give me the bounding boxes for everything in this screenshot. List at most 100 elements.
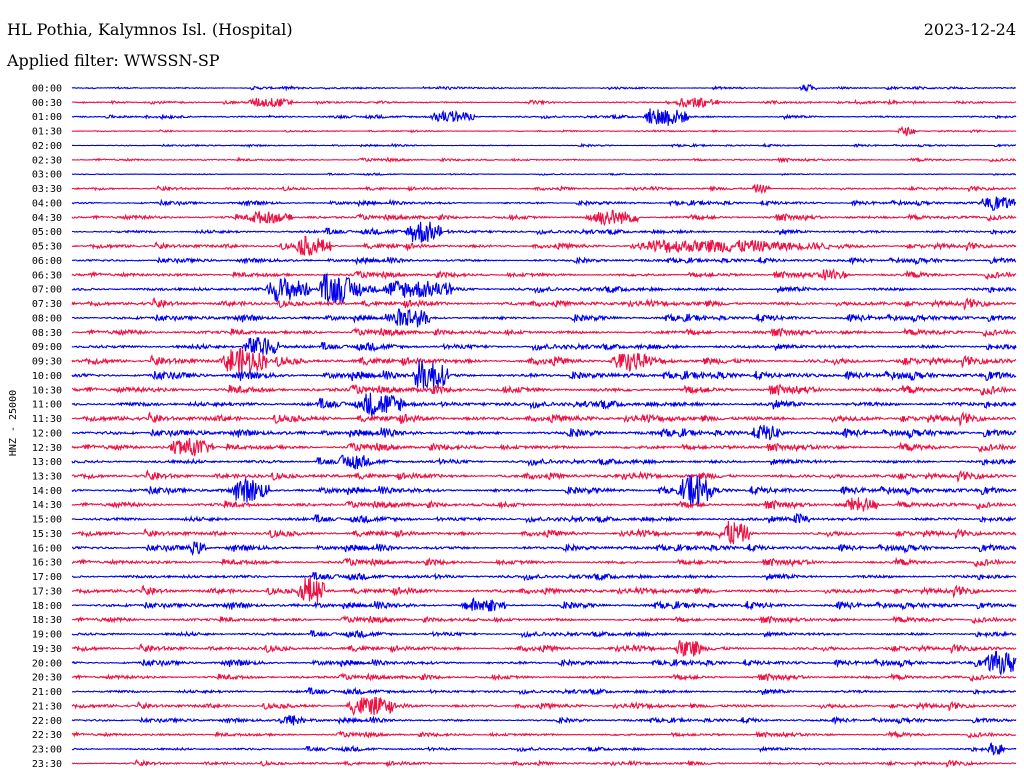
tick-label-0000: 00:00 bbox=[32, 84, 62, 95]
tick-label-0830: 08:30 bbox=[32, 328, 62, 339]
trace-2230 bbox=[71, 730, 1017, 739]
trace-0030 bbox=[71, 97, 1017, 109]
trace-1130 bbox=[71, 411, 1017, 428]
y-axis-label: HNZ - 25000 bbox=[8, 390, 19, 456]
tick-label-1200: 12:00 bbox=[32, 428, 62, 439]
trace-0400 bbox=[71, 196, 1017, 211]
trace-1900 bbox=[71, 630, 1017, 639]
tick-label-0130: 01:30 bbox=[32, 127, 62, 138]
tick-label-0930: 09:30 bbox=[32, 357, 62, 368]
station-title: HL Pothia, Kalymnos Isl. (Hospital) bbox=[7, 20, 293, 39]
tick-label-1730: 17:30 bbox=[32, 586, 62, 597]
tick-label-0300: 03:00 bbox=[32, 170, 62, 181]
trace-1000 bbox=[71, 360, 1017, 390]
trace-1430 bbox=[71, 496, 1017, 512]
trace-2100 bbox=[71, 686, 1017, 696]
tick-label-1330: 13:30 bbox=[32, 471, 62, 482]
trace-1030 bbox=[71, 383, 1017, 397]
trace-0600 bbox=[71, 256, 1017, 266]
tick-label-0530: 05:30 bbox=[32, 242, 62, 253]
trace-1330 bbox=[71, 469, 1017, 483]
tick-label-0100: 01:00 bbox=[32, 112, 62, 123]
trace-2200 bbox=[71, 715, 1017, 726]
trace-1200 bbox=[71, 424, 1017, 441]
trace-0630 bbox=[71, 267, 1017, 281]
trace-1800 bbox=[71, 597, 1017, 612]
tick-label-1830: 18:30 bbox=[32, 615, 62, 626]
trace-1930 bbox=[71, 640, 1017, 657]
tick-label-1600: 16:00 bbox=[32, 543, 62, 554]
tick-label-2100: 21:00 bbox=[32, 687, 62, 698]
tick-label-0430: 04:30 bbox=[32, 213, 62, 224]
tick-label-1130: 11:30 bbox=[32, 414, 62, 425]
tick-label-0800: 08:00 bbox=[32, 313, 62, 324]
trace-0330 bbox=[71, 184, 1017, 195]
trace-0700 bbox=[71, 272, 1017, 304]
tick-label-1300: 13:00 bbox=[32, 457, 62, 468]
trace-1830 bbox=[71, 614, 1017, 625]
tick-label-1800: 18:00 bbox=[32, 601, 62, 612]
trace-0300 bbox=[72, 172, 1017, 177]
tick-label-0730: 07:30 bbox=[32, 299, 62, 310]
trace-1600 bbox=[72, 541, 1017, 557]
trace-0930 bbox=[71, 347, 1017, 375]
date-label: 2023-12-24 bbox=[923, 20, 1016, 39]
tick-label-1530: 15:30 bbox=[32, 529, 62, 540]
tick-label-0200: 02:00 bbox=[32, 141, 62, 152]
tick-label-2200: 22:00 bbox=[32, 716, 62, 727]
tick-label-1030: 10:30 bbox=[32, 385, 62, 396]
trace-0830 bbox=[71, 326, 1017, 338]
tick-label-2330: 23:30 bbox=[32, 759, 62, 770]
tick-label-2030: 20:30 bbox=[32, 673, 62, 684]
trace-1300 bbox=[71, 454, 1017, 470]
trace-1630 bbox=[71, 556, 1017, 569]
filter-label: Applied filter: WWSSN-SP bbox=[7, 51, 220, 70]
tick-label-2000: 20:00 bbox=[32, 658, 62, 669]
time-tick-labels: 00:00 00:30 01:00 01:30 02:00 02:30 03:00 03:30… bbox=[32, 84, 62, 770]
trace-2130 bbox=[71, 696, 1017, 716]
trace-2000 bbox=[71, 650, 1017, 677]
tick-label-1700: 17:00 bbox=[32, 572, 62, 583]
trace-1400 bbox=[71, 474, 1017, 507]
trace-1730 bbox=[71, 576, 1017, 603]
tick-label-1930: 19:30 bbox=[32, 644, 62, 655]
trace-0200 bbox=[71, 142, 1016, 149]
tick-label-0700: 07:00 bbox=[32, 285, 62, 296]
tick-label-0900: 09:00 bbox=[32, 342, 62, 353]
tick-label-0030: 00:30 bbox=[32, 98, 62, 109]
tick-label-1430: 14:30 bbox=[32, 500, 62, 511]
tick-label-1230: 12:30 bbox=[32, 443, 62, 454]
trace-0130 bbox=[71, 125, 1016, 137]
trace-0500 bbox=[71, 221, 1017, 243]
seismic-traces bbox=[71, 83, 1017, 768]
tick-label-1630: 16:30 bbox=[32, 558, 62, 569]
trace-0800 bbox=[71, 307, 1017, 328]
trace-0000 bbox=[71, 83, 1017, 93]
trace-2330 bbox=[71, 759, 1017, 768]
trace-0900 bbox=[71, 337, 1017, 355]
trace-2030 bbox=[71, 672, 1017, 683]
tick-label-2130: 21:30 bbox=[32, 701, 62, 712]
tick-label-2300: 23:00 bbox=[32, 745, 62, 756]
tick-label-2230: 22:30 bbox=[32, 730, 62, 741]
tick-label-1900: 19:00 bbox=[32, 630, 62, 641]
trace-1100 bbox=[71, 392, 1017, 417]
trace-0430 bbox=[71, 209, 1017, 227]
tick-label-1500: 15:00 bbox=[32, 515, 62, 526]
tick-label-0400: 04:00 bbox=[32, 198, 62, 209]
trace-2300 bbox=[71, 742, 1017, 756]
trace-0730 bbox=[71, 296, 1017, 311]
tick-label-0330: 03:30 bbox=[32, 184, 62, 195]
trace-0230 bbox=[71, 156, 1017, 164]
tick-label-1000: 10:00 bbox=[32, 371, 62, 382]
tick-label-0600: 06:00 bbox=[32, 256, 62, 267]
tick-label-1100: 11:00 bbox=[32, 400, 62, 411]
trace-1230 bbox=[71, 438, 1017, 457]
trace-1530 bbox=[71, 520, 1017, 545]
trace-1700 bbox=[71, 571, 1017, 582]
tick-label-0230: 02:30 bbox=[32, 155, 62, 166]
tick-label-1400: 14:00 bbox=[32, 486, 62, 497]
trace-1500 bbox=[71, 512, 1017, 524]
tick-label-0500: 05:00 bbox=[32, 227, 62, 238]
